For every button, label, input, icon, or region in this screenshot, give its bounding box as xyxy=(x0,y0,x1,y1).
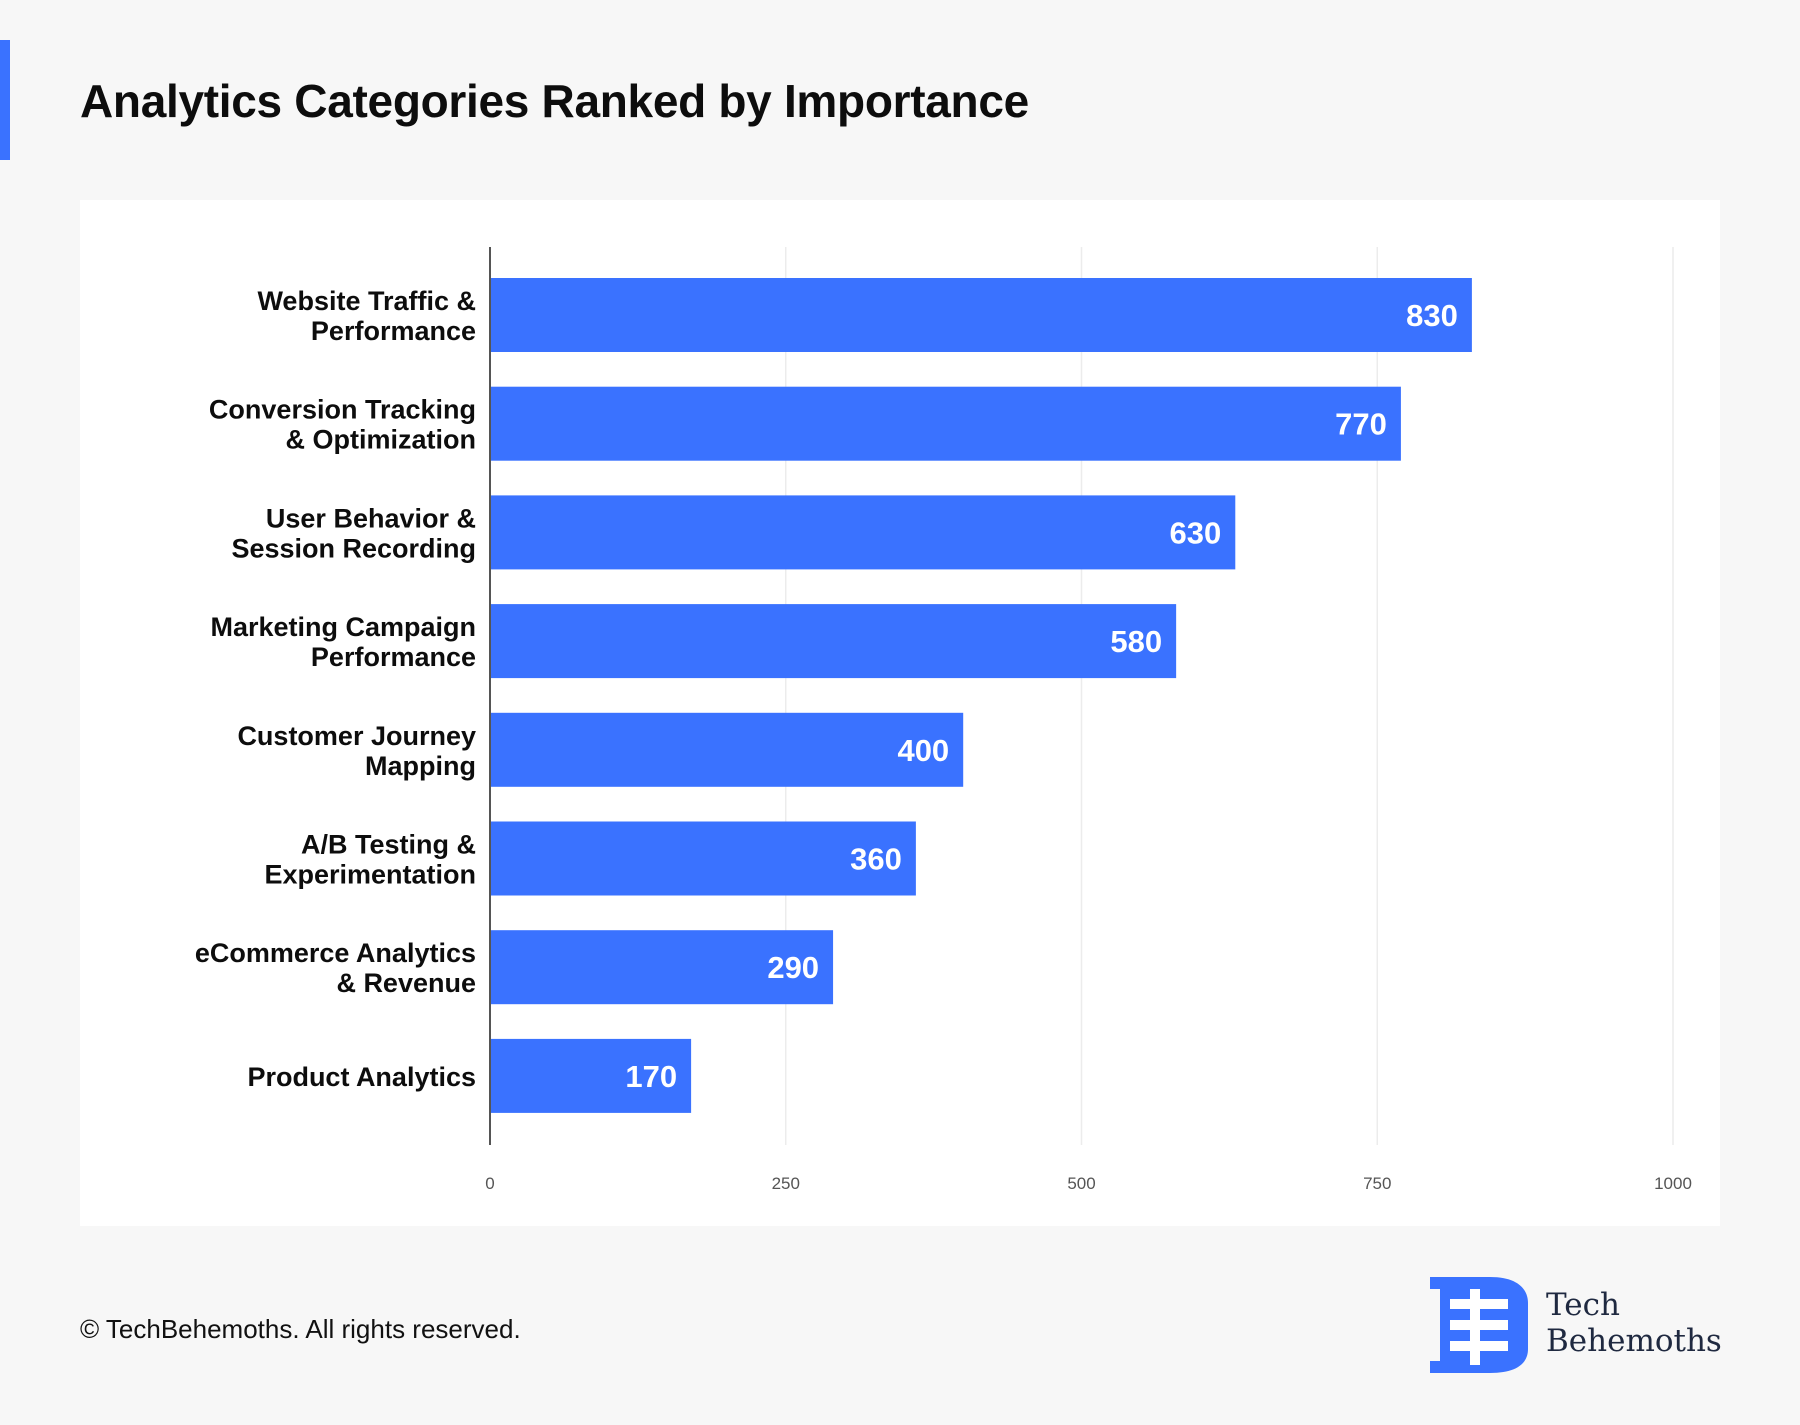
category-label: A/B Testing & Experimentation xyxy=(264,830,476,890)
page-title: Analytics Categories Ranked by Importanc… xyxy=(80,75,1029,127)
chart-card: 0 250 500 750 1000 830 Website Traffic & Perfor… xyxy=(80,200,1720,1226)
bar xyxy=(491,278,1472,352)
x-tick-label: 500 xyxy=(1067,1174,1095,1193)
bar-value-label: 770 xyxy=(1335,407,1387,442)
bar-value-label: 630 xyxy=(1170,515,1222,550)
brand-name-line2: Behemoths xyxy=(1546,1323,1722,1359)
bar xyxy=(491,1038,692,1113)
brand-name: Tech Behemoths xyxy=(1546,1287,1722,1359)
brand-name-line1: Tech xyxy=(1546,1287,1620,1323)
title-accent-bar xyxy=(0,40,10,160)
category-label-line: eCommerce Analytics xyxy=(195,938,476,968)
bar xyxy=(491,495,1236,570)
x-tick-label: 0 xyxy=(485,1174,494,1193)
category-label: eCommerce Analytics & Revenue xyxy=(195,938,476,998)
category-label-line: Mapping xyxy=(365,751,476,781)
category-label: User Behavior & Session Recording xyxy=(231,503,476,563)
bar-value-label: 360 xyxy=(850,842,902,877)
category-label-line: User Behavior & xyxy=(266,503,476,533)
category-label-line: Customer Journey xyxy=(237,721,476,751)
bar-value-label: 580 xyxy=(1110,624,1162,659)
category-label-line: Session Recording xyxy=(231,533,476,563)
category-label-line: Conversion Tracking xyxy=(209,395,476,425)
category-label-line: Marketing Campaign xyxy=(210,612,476,642)
copyright-text: © TechBehemoths. All rights reserved. xyxy=(80,1314,521,1344)
category-label-line: Website Traffic & xyxy=(257,286,476,316)
x-tick-label: 750 xyxy=(1363,1174,1391,1193)
bar xyxy=(491,604,1177,679)
x-tick-label: 250 xyxy=(772,1174,800,1193)
category-label: Conversion Tracking & Optimization xyxy=(209,395,476,455)
bar xyxy=(491,712,964,787)
tb-logo-icon xyxy=(1430,1277,1528,1373)
bar xyxy=(491,386,1401,461)
bar-value-label: 290 xyxy=(767,950,819,985)
category-label-line: & Revenue xyxy=(336,968,476,998)
category-label-line: & Optimization xyxy=(286,425,477,455)
category-label: Customer Journey Mapping xyxy=(237,721,476,781)
category-label-line: Product Analytics xyxy=(247,1062,476,1092)
bar-value-label: 170 xyxy=(625,1059,677,1094)
category-label: Marketing Campaign Performance xyxy=(210,612,476,672)
category-label-line: A/B Testing & xyxy=(301,830,476,860)
category-label: Website Traffic & Performance xyxy=(257,286,476,346)
category-label-line: Performance xyxy=(311,642,476,672)
category-label: Product Analytics xyxy=(247,1062,476,1092)
bar-value-label: 830 xyxy=(1406,298,1458,333)
bar xyxy=(491,821,916,896)
brand-block: Tech Behemoths xyxy=(1428,1275,1728,1375)
x-tick-label: 1000 xyxy=(1654,1174,1692,1193)
bar-value-label: 400 xyxy=(897,733,949,768)
bar xyxy=(491,930,834,1005)
category-label-line: Experimentation xyxy=(264,860,476,890)
category-label-line: Performance xyxy=(311,316,476,346)
